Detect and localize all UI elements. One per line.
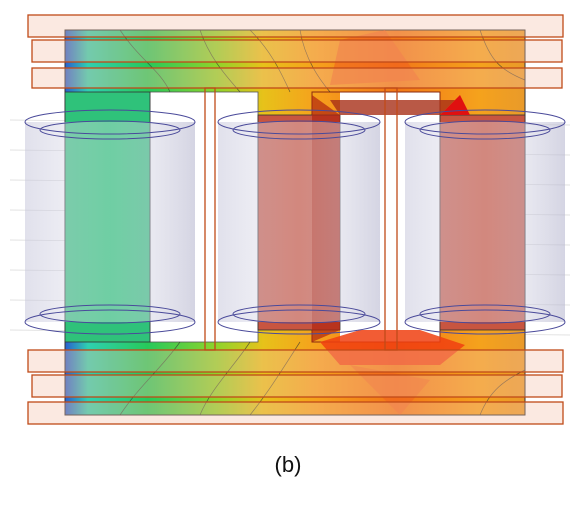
caption: (b) bbox=[275, 452, 302, 477]
windings bbox=[25, 110, 565, 334]
figure: (b) bbox=[0, 0, 577, 505]
page: {"caption": "(b)"} bbox=[0, 0, 577, 505]
